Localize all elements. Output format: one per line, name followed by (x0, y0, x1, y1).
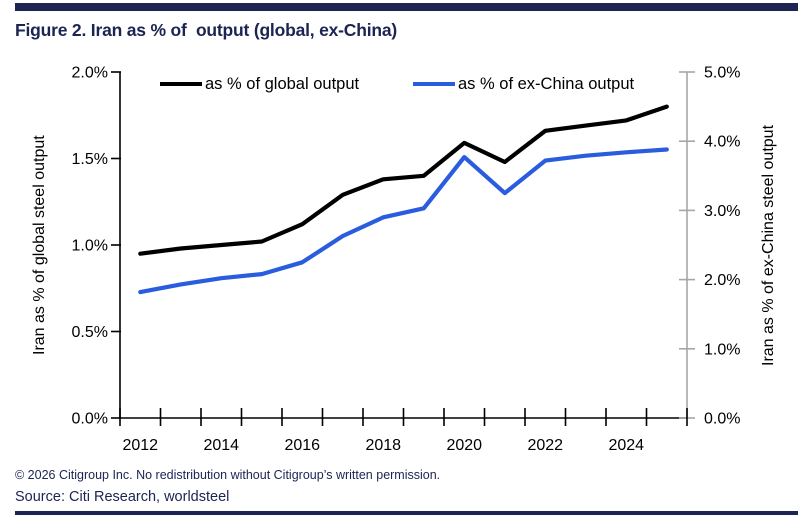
left-axis-title: Iran as % of global steel output (31, 135, 48, 355)
x-tick-label: 2022 (527, 437, 563, 454)
right-tick-label: 1.0% (704, 341, 740, 358)
left-tick-label: 0.0% (72, 411, 108, 428)
global-line-swatch (160, 81, 202, 87)
left-tick-label: 1.5% (72, 151, 108, 168)
x-tick-label: 2016 (284, 437, 320, 454)
x-tick-label: 2014 (203, 437, 239, 454)
exchina-line-swatch (413, 81, 455, 87)
right-tick-label: 3.0% (704, 203, 740, 220)
left-tick-label: 0.5% (72, 324, 108, 341)
exchina-line (138, 147, 669, 295)
right-tick-label: 2.0% (704, 272, 740, 289)
x-tick-label: 2020 (446, 437, 482, 454)
legend-label-global: as % of global output (205, 74, 360, 93)
global-line (138, 104, 669, 256)
left-tick-label: 1.0% (72, 238, 108, 255)
right-axis-title: Iran as % of ex-China steel output (760, 124, 777, 366)
source-text: Source: Citi Research, worldsteel (15, 489, 230, 505)
legend-item-global: as % of global output (160, 74, 359, 94)
x-tick-label: 2024 (608, 437, 644, 454)
figure-title: Figure 2. Iran as % of output (global, e… (15, 20, 398, 40)
x-tick-label: 2012 (122, 437, 158, 454)
right-tick-label: 0.0% (704, 411, 740, 428)
legend-item-exchina: as % of ex-China output (413, 74, 634, 94)
top-rule (15, 3, 798, 11)
right-tick-label: 4.0% (704, 134, 740, 151)
legend-label-exchina: as % of ex-China output (458, 74, 635, 93)
copyright-text: © 2026 Citigroup Inc. No redistribution … (15, 468, 441, 482)
left-tick-label: 2.0% (72, 65, 108, 82)
right-tick-label: 5.0% (704, 65, 740, 82)
bottom-rule (15, 511, 798, 515)
x-tick-label: 2018 (365, 437, 401, 454)
